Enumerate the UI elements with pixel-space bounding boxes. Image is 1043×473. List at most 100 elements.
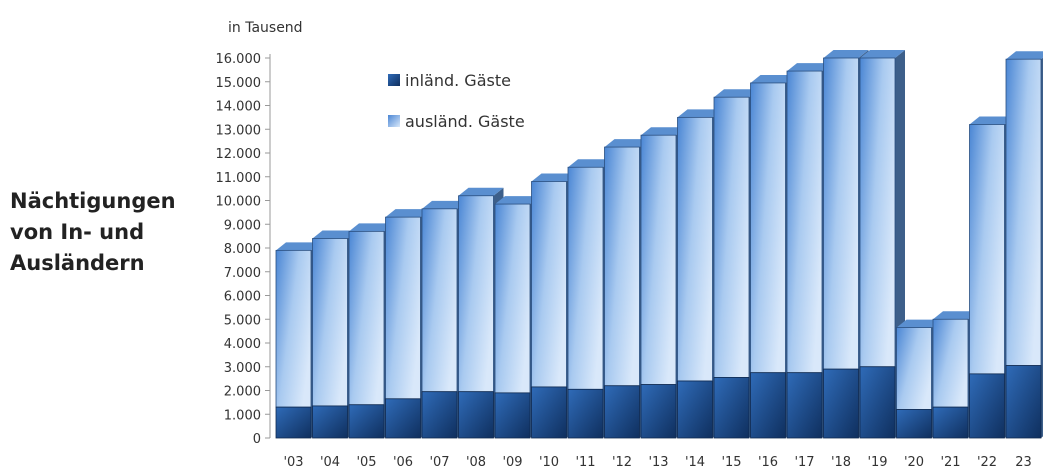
x-tick-label: '12 xyxy=(612,455,632,470)
bar-segment-inland xyxy=(896,409,932,439)
bar-segment-inland xyxy=(677,380,713,439)
x-tick-label: 23 xyxy=(1015,455,1032,470)
bar-segment-ausland xyxy=(531,181,567,388)
y-tick-label: 1.000 xyxy=(224,408,261,423)
bar-top xyxy=(422,200,467,209)
bar-group xyxy=(604,139,650,439)
legend-label-ausland: ausländ. Gäste xyxy=(405,112,525,131)
bar-top xyxy=(276,242,321,251)
x-tick-label: '03 xyxy=(283,455,303,470)
y-tick-label: 8.000 xyxy=(224,242,261,257)
y-axis: 0 1.000 2.000 3.000 4.000 5.000 6.000 7.000 8.00… xyxy=(216,52,271,447)
bar-top xyxy=(823,50,869,58)
x-tick-label: '09 xyxy=(502,455,522,470)
x-tick-label: '10 xyxy=(539,455,559,470)
bar-segment-inland xyxy=(312,405,348,439)
bar-segment-ausland xyxy=(640,134,677,385)
bar-top xyxy=(385,209,431,218)
bar-segment-ausland xyxy=(604,146,640,387)
y-tick-label: 4.000 xyxy=(224,337,261,352)
x-tick-label: '15 xyxy=(721,455,741,470)
bar-segment-inland xyxy=(275,406,312,439)
y-tick-label: 0 xyxy=(253,432,261,447)
bar-segment-inland xyxy=(823,368,859,439)
bar-top xyxy=(458,187,504,196)
y-tick-label: 11.000 xyxy=(216,171,262,186)
bar-top xyxy=(933,311,978,320)
bar-group xyxy=(421,200,467,439)
y-tick-label: 3.000 xyxy=(224,361,261,376)
y-tick-label: 13.000 xyxy=(216,123,262,138)
bar-segment-inland xyxy=(750,372,786,439)
x-tick-label: '19 xyxy=(867,455,887,470)
x-tick-label: '20 xyxy=(904,455,924,470)
bar-segment-ausland xyxy=(312,238,348,407)
x-tick-label: '05 xyxy=(356,455,376,470)
bar-segment-ausland xyxy=(713,96,750,378)
legend-swatch-inland xyxy=(388,74,400,86)
bar-segment-inland xyxy=(385,398,421,439)
bar-top xyxy=(860,50,905,58)
bar-top xyxy=(495,196,540,205)
bar-segment-inland xyxy=(859,366,896,439)
bar-segment-ausland xyxy=(348,230,385,406)
x-tick-label: '14 xyxy=(685,455,705,470)
bar-group xyxy=(1005,51,1043,439)
side-title-line-3: Ausländern xyxy=(10,251,145,275)
bar-segment-ausland xyxy=(932,318,969,408)
bar-segment-inland xyxy=(1005,365,1042,439)
x-tick-label: '21 xyxy=(940,455,960,470)
bar-segment-inland xyxy=(786,372,823,439)
y-tick-label: 9.000 xyxy=(224,218,261,233)
bar-segment-ausland xyxy=(385,216,421,400)
bar-top xyxy=(641,127,686,136)
bar-group xyxy=(275,242,321,439)
x-axis: '03 '04 '05 '06 '07 '08 '09 '10 '11 '12 '13 '14 '15 '… xyxy=(283,455,1031,470)
x-tick-label: '11 xyxy=(575,455,595,470)
bar-segment-inland xyxy=(567,388,604,439)
bar-top xyxy=(750,74,796,83)
legend: inländ. Gäste ausländ. Gäste xyxy=(388,71,525,131)
y-tick-label: 12.000 xyxy=(216,147,262,162)
legend-swatch-ausland xyxy=(388,115,400,127)
bar-segment-ausland xyxy=(275,249,312,408)
bar-segment-inland xyxy=(604,385,640,439)
bar-top xyxy=(531,173,577,182)
bar-segment-inland xyxy=(640,384,677,439)
x-tick-label: '16 xyxy=(758,455,778,470)
bar-top xyxy=(787,63,832,72)
x-tick-label: '18 xyxy=(831,455,851,470)
bar-top xyxy=(714,89,759,98)
bar-segment-ausland xyxy=(677,116,713,382)
y-tick-label: 10.000 xyxy=(216,195,262,210)
bar-top xyxy=(1006,51,1043,60)
bar-top xyxy=(969,116,1015,125)
bar-segment-inland xyxy=(932,406,969,439)
bar-segment-ausland xyxy=(458,195,494,393)
bar-segment-inland xyxy=(713,377,750,439)
bar-segment-inland xyxy=(348,404,385,439)
bar-top xyxy=(677,109,723,118)
bar-top xyxy=(349,223,394,232)
bar-top xyxy=(568,159,613,168)
x-tick-label: '17 xyxy=(794,455,814,470)
bar-segment-ausland xyxy=(494,203,531,394)
bar-segment-ausland xyxy=(969,124,1005,375)
bar-top xyxy=(896,319,942,328)
y-tick-label: 2.000 xyxy=(224,385,261,400)
bars xyxy=(275,50,1043,439)
bar-segment-inland xyxy=(458,391,494,439)
y-tick-label: 7.000 xyxy=(224,266,261,281)
bar-segment-ausland xyxy=(823,57,859,370)
x-tick-label: '22 xyxy=(977,455,997,470)
bar-segment-ausland xyxy=(859,57,896,368)
bar-segment-ausland xyxy=(567,166,604,390)
y-tick-label: 6.000 xyxy=(224,290,261,305)
side-title-line-1: Nächtigungen xyxy=(10,189,176,213)
bar-top xyxy=(312,230,358,239)
bar-segment-ausland xyxy=(421,208,458,393)
side-title-line-2: von In- und xyxy=(10,220,145,244)
bar-top xyxy=(604,139,650,148)
x-tick-label: '08 xyxy=(466,455,486,470)
